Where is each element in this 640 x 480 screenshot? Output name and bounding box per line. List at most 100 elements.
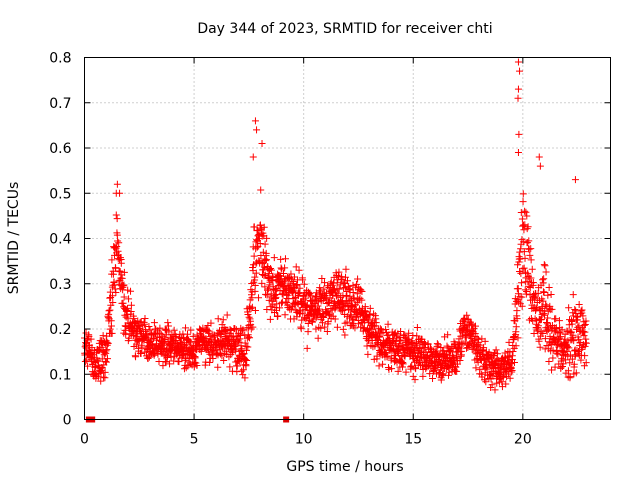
data-point	[299, 276, 307, 284]
data-point	[269, 272, 277, 280]
data-point	[182, 364, 190, 372]
data-point	[486, 371, 494, 379]
data-point	[175, 358, 183, 366]
data-point	[155, 333, 163, 341]
data-point	[514, 58, 522, 66]
data-point	[530, 330, 538, 338]
data-point	[437, 376, 445, 384]
data-point	[256, 221, 264, 229]
data-point	[281, 264, 289, 272]
data-point	[535, 153, 543, 161]
data-point	[581, 352, 589, 360]
data-point	[570, 337, 578, 345]
data-point	[110, 278, 118, 286]
data-point	[312, 325, 320, 333]
data-point	[150, 319, 158, 327]
data-point	[519, 190, 527, 198]
data-point	[167, 353, 175, 361]
data-point	[514, 149, 522, 157]
data-point	[197, 347, 205, 355]
data-point	[516, 293, 524, 301]
data-point	[258, 139, 266, 147]
data-point	[109, 270, 117, 278]
data-point	[445, 371, 453, 379]
data-point	[488, 381, 496, 389]
data-point	[270, 254, 278, 262]
y-tick-label-three: 0.3	[49, 277, 71, 293]
data-point	[397, 328, 405, 336]
data-point	[418, 335, 426, 343]
data-point	[241, 374, 249, 382]
data-point	[123, 304, 131, 312]
axes-ticks: 0 0.1 0.2 0.3 0.4 0.5 0.6 0.7 0.8 0 5 10 15 20	[49, 51, 611, 448]
data-point	[520, 248, 528, 256]
data-point	[524, 269, 532, 277]
data-point	[241, 339, 249, 347]
data-point	[572, 369, 580, 377]
data-point	[426, 370, 434, 378]
data-point	[552, 315, 560, 323]
data-point	[112, 264, 120, 272]
data-point	[581, 328, 589, 336]
data-point	[116, 268, 124, 276]
data-point	[567, 328, 575, 336]
data-point	[417, 344, 425, 352]
data-point	[164, 319, 172, 327]
data-point	[292, 282, 300, 290]
data-point	[257, 186, 265, 194]
data-point	[314, 311, 322, 319]
data-point	[267, 264, 275, 272]
data-point	[506, 374, 514, 382]
data-point	[472, 364, 480, 372]
data-point	[289, 287, 297, 295]
data-point	[543, 318, 551, 326]
data-point	[411, 376, 419, 384]
data-point	[331, 315, 339, 323]
data-point	[346, 292, 354, 300]
data-point	[408, 362, 416, 370]
data-point	[502, 380, 510, 388]
data-point	[512, 323, 520, 331]
data-point	[527, 245, 535, 253]
data-point	[579, 312, 587, 320]
data-point	[326, 311, 334, 319]
data-point	[536, 343, 544, 351]
data-point	[284, 274, 292, 282]
data-point	[131, 318, 139, 326]
data-point	[265, 285, 273, 293]
data-point	[361, 307, 369, 315]
data-point	[281, 255, 289, 263]
data-point	[321, 323, 329, 331]
chart-title: Day 344 of 2023, SRMTID for receiver cht…	[197, 21, 492, 37]
data-point	[339, 325, 347, 333]
data-point	[245, 321, 253, 329]
data-point	[342, 265, 350, 273]
data-point	[109, 299, 117, 307]
data-point	[113, 242, 121, 250]
data-point	[382, 326, 390, 334]
data-point	[107, 322, 115, 330]
data-point	[527, 256, 535, 264]
data-point	[276, 304, 284, 312]
data-point	[223, 311, 231, 319]
data-point	[564, 343, 572, 351]
data-point	[435, 355, 443, 363]
data-point	[111, 243, 119, 251]
data-point	[109, 292, 117, 300]
data-point	[469, 337, 477, 345]
data-point	[317, 324, 325, 332]
data-point	[539, 297, 547, 305]
data-point	[566, 373, 574, 381]
data-point	[273, 300, 281, 308]
data-point	[255, 294, 263, 302]
data-point	[521, 254, 529, 262]
data-point	[527, 274, 535, 282]
data-point	[106, 325, 114, 333]
data-point	[303, 344, 311, 352]
data-point	[540, 288, 548, 296]
data-point	[232, 345, 240, 353]
data-point	[155, 358, 163, 366]
data-point	[144, 354, 152, 362]
data-point	[328, 306, 336, 314]
data-point	[487, 375, 495, 383]
